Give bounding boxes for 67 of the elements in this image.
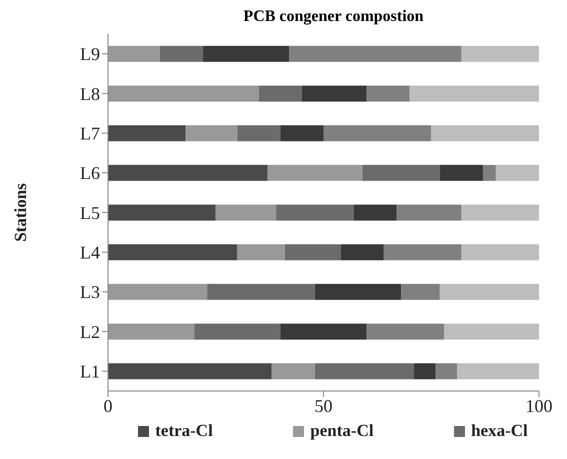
legend-label: hexa-Cl [471,421,528,441]
bar [216,204,276,221]
bar [272,363,315,380]
legend-label: tetra-Cl [155,421,213,441]
y-tick-label: L9 [80,44,100,64]
bar [440,164,483,181]
bar [366,324,444,340]
bar [108,164,268,181]
bar [384,244,462,260]
bar [108,284,208,300]
bar [108,204,216,221]
bar [160,46,203,62]
y-axis-title: Stations [11,182,30,242]
bar [108,324,194,340]
bar [482,164,496,181]
bar [401,284,440,300]
bar [276,204,354,221]
legend-label: penta-Cl [310,421,374,441]
y-tick-label: L7 [80,124,100,144]
chart-title: PCB congener compostion [242,8,425,26]
bar [440,284,539,300]
bar [302,86,367,102]
x-tick-label: 0 [104,396,112,416]
bar [362,164,440,181]
bar [284,244,341,260]
bar [108,46,160,62]
bar [457,363,539,380]
bar [340,244,384,260]
bar [410,86,539,102]
y-tick-label: L5 [80,202,100,223]
bar [431,125,539,142]
bar [461,244,539,260]
bar [461,46,539,62]
bar [108,86,259,102]
bar [258,86,302,102]
y-tick-label: L4 [80,242,100,263]
x-tick-label: 50 [314,396,332,416]
bar [108,363,272,380]
bar [289,46,462,62]
bar [186,125,238,142]
bar [436,363,458,380]
bar [207,284,315,300]
bar [354,204,397,221]
x-tick-label: 100 [526,396,552,416]
bar [396,204,462,221]
y-tick-label: L1 [80,362,100,382]
y-tick-label: L6 [80,163,100,184]
bar [237,125,280,142]
bar [324,125,432,142]
bar [444,324,539,340]
y-tick-label: L3 [80,282,100,302]
bar [202,46,290,62]
bar [267,164,362,181]
bar [194,324,280,340]
bar [496,164,539,181]
bar [314,363,414,380]
bar [314,284,402,300]
bar [280,324,367,340]
bar [414,363,436,380]
bar [461,204,539,221]
bar [237,244,285,260]
y-tick-label: L8 [80,84,100,104]
bar [366,86,410,102]
bar [108,125,186,142]
bar [108,244,238,260]
y-tick-label: L2 [80,322,100,342]
bar [280,125,324,142]
